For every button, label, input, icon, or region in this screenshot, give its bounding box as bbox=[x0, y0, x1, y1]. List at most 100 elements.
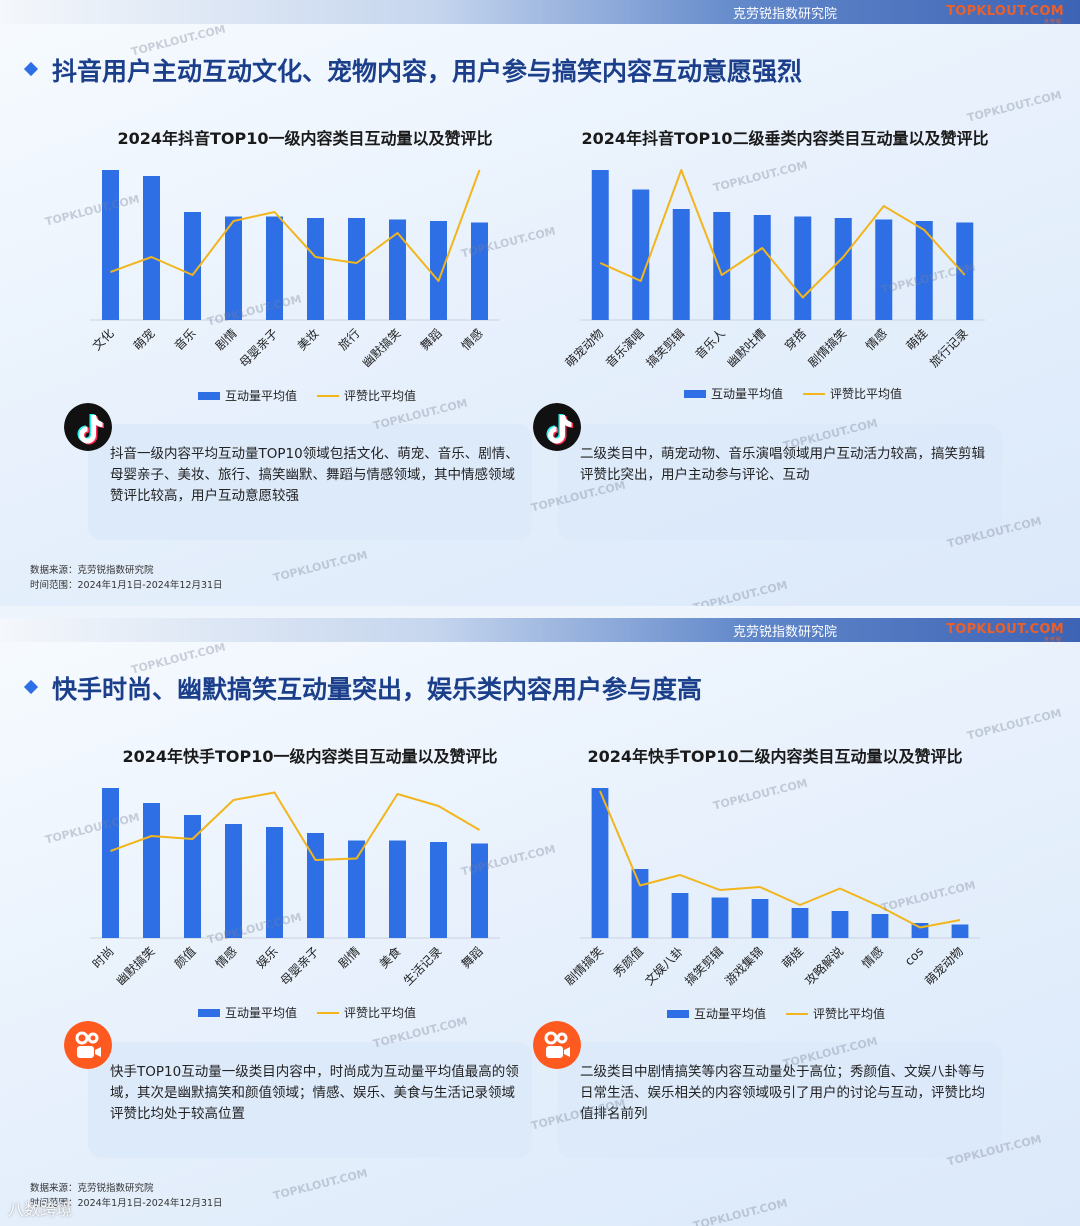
note-card-right: 二级类目中剧情搞笑等内容互动量处于高位；秀颜值、文娱八卦等与日常生活、娱乐相关的… bbox=[558, 1042, 1002, 1158]
x-tick-label: 萌宠动物 bbox=[922, 944, 967, 989]
x-tick-label: 剧情 bbox=[213, 326, 240, 353]
legend-line-swatch bbox=[803, 392, 826, 395]
x-tick-label: 颜值 bbox=[171, 944, 199, 972]
legend-line-label: 评赞比平均值 bbox=[813, 1007, 886, 1021]
note-card-left: 快手TOP10互动量一级类目内容中，时尚成为互动量平均值最高的领域，其次是幽默搞… bbox=[88, 1042, 532, 1158]
x-tick-label: 搞笑剪辑 bbox=[682, 944, 727, 989]
top-bar bbox=[0, 0, 1080, 24]
kuaishou-icon bbox=[533, 1021, 581, 1069]
x-tick-label: 萌宠 bbox=[130, 326, 158, 354]
kuaishou-icon bbox=[64, 1021, 112, 1069]
page-title: 快手时尚、幽默搞笑互动量突出，娱乐类内容用户参与度高 bbox=[52, 675, 703, 704]
x-tick-label: 幽默吐槽 bbox=[724, 326, 769, 371]
bar-文化 bbox=[102, 170, 119, 320]
bar-幽默搞笑 bbox=[389, 219, 406, 320]
bar-攻略解说 bbox=[831, 911, 849, 938]
legend-bar-label: 互动量平均值 bbox=[711, 387, 784, 401]
x-tick-label: 文娱八卦 bbox=[642, 944, 687, 989]
x-tick-label: 剧情搞笑 bbox=[805, 326, 850, 371]
top-bar bbox=[0, 618, 1080, 642]
bar-音乐人 bbox=[713, 212, 731, 320]
bar-游戏集锦 bbox=[751, 899, 769, 938]
bar-萌娃 bbox=[915, 221, 933, 320]
bar-音乐 bbox=[184, 212, 201, 320]
x-tick-label: 母婴亲子 bbox=[237, 326, 281, 370]
legend-bar-label: 互动量平均值 bbox=[225, 1006, 298, 1020]
note-text-right: 二级类目中剧情搞笑等内容互动量处于高位；秀颜值、文娱八卦等与日常生活、娱乐相关的… bbox=[580, 1064, 985, 1122]
x-tick-label: 音乐 bbox=[171, 326, 199, 354]
bar-搞笑剪辑 bbox=[711, 897, 729, 938]
note-text-left: 抖音一级内容平均互动量TOP10领域包括文化、萌宠、音乐、剧情、母婴亲子、美妆、… bbox=[110, 446, 519, 504]
bar-生活记录 bbox=[430, 842, 447, 938]
x-tick-label: 文化 bbox=[89, 326, 117, 354]
x-tick-label: 舞蹈 bbox=[418, 326, 445, 353]
watermark: TOPKLOUT.COM bbox=[691, 1196, 789, 1226]
bar-颜值 bbox=[184, 815, 201, 938]
x-tick-label: 剧情 bbox=[336, 944, 363, 971]
bar-剧情 bbox=[348, 840, 365, 938]
note-card-right: 二级类目中，萌宠动物、音乐演唱领域用户互动活力较高，搞笑剪辑评赞比突出，用户主动… bbox=[558, 424, 1002, 540]
x-tick-label: 攻略解说 bbox=[802, 944, 847, 989]
bar-萌宠动物 bbox=[591, 170, 609, 320]
bar-美妆 bbox=[307, 218, 324, 320]
watermark: TOPKLOUT.COM bbox=[691, 578, 789, 606]
chart-title-left: 2024年快手TOP10一级内容类目互动量以及赞评比 bbox=[122, 747, 498, 766]
douyin-icon bbox=[533, 403, 581, 451]
legend-bar-label: 互动量平均值 bbox=[225, 389, 298, 403]
legend-bar-swatch bbox=[198, 391, 220, 400]
bar-幽默搞笑 bbox=[143, 803, 160, 938]
x-tick-label: cos bbox=[902, 944, 926, 968]
bar-文娱八卦 bbox=[671, 893, 689, 938]
legend-bar-swatch bbox=[684, 389, 706, 398]
x-tick-label: 旅行记录 bbox=[927, 326, 971, 370]
x-tick-label: 美食 bbox=[376, 944, 404, 972]
logo-subtitle: 克劳锐 bbox=[1043, 637, 1062, 643]
x-tick-label: 幽默搞笑 bbox=[113, 944, 158, 989]
bar-旅行记录 bbox=[956, 222, 974, 320]
x-tick-label: 萌娃 bbox=[903, 326, 930, 353]
legend-right: 互动量平均值 评赞比平均值 bbox=[667, 1005, 885, 1022]
bar-舞蹈 bbox=[471, 843, 488, 938]
chart-title-left: 2024年抖音TOP10一级内容类目互动量以及赞评比 bbox=[117, 129, 493, 148]
line-series-zanping bbox=[599, 169, 966, 299]
bar-幽默吐槽 bbox=[753, 215, 771, 320]
bar-剧情 bbox=[225, 216, 242, 320]
x-tick-label: 母婴亲子 bbox=[278, 944, 322, 988]
x-tick-label: 幽默搞笑 bbox=[359, 326, 404, 371]
x-tick-label: 情感 bbox=[862, 326, 890, 354]
bar-萌娃 bbox=[791, 908, 809, 938]
period-line: 时间范围：2024年1月1日-2024年12月31日 bbox=[30, 580, 223, 591]
x-tick-label: 时尚 bbox=[90, 944, 117, 971]
x-tick-label: 音乐人 bbox=[692, 326, 728, 362]
bullet-diamond-icon bbox=[23, 61, 39, 77]
x-tick-label: 美妆 bbox=[295, 326, 322, 353]
slide-douyin: 克劳锐指数研究院 TOPKLOUT.COM 克劳锐 抖音用户主动互动文化、宠物内… bbox=[0, 0, 1080, 606]
data-source: 数据来源：克劳锐指数研究院 时间范围：2024年1月1日-2024年12月31日 bbox=[30, 563, 223, 593]
bar-音乐演唱 bbox=[632, 189, 650, 320]
legend-line-swatch bbox=[317, 1011, 340, 1014]
page-title: 抖音用户主动互动文化、宠物内容，用户参与搞笑内容互动意愿强烈 bbox=[52, 57, 803, 86]
x-tick-label: 游戏集锦 bbox=[722, 944, 767, 989]
data-source: 数据来源：克劳锐指数研究院 时间范围：2024年1月1日-2024年12月31日 bbox=[30, 1181, 223, 1211]
x-tick-label: 娱乐 bbox=[254, 944, 281, 971]
bar-美食 bbox=[389, 840, 406, 938]
slide-kuaishou: 克劳锐指数研究院 TOPKLOUT.COM 克劳锐 快手时尚、幽默搞笑互动量突出… bbox=[0, 618, 1080, 1226]
note-card-left: 抖音一级内容平均互动量TOP10领域包括文化、萌宠、音乐、剧情、母婴亲子、美妆、… bbox=[88, 424, 532, 540]
x-tick-label: 生活记录 bbox=[401, 944, 445, 988]
legend-line-label: 评赞比平均值 bbox=[344, 389, 417, 403]
watermark: TOPKLOUT.COM bbox=[271, 1166, 369, 1203]
legend-line-label: 评赞比平均值 bbox=[344, 1006, 417, 1020]
bar-情感 bbox=[471, 222, 488, 320]
x-tick-label: 剧情搞笑 bbox=[562, 944, 607, 989]
bar-情感 bbox=[225, 824, 242, 938]
douyin-icon bbox=[64, 403, 112, 451]
topklout-logo: TOPKLOUT.COM bbox=[946, 622, 1064, 637]
institute-label: 克劳锐指数研究院 bbox=[732, 625, 837, 640]
x-tick-label: 旅行 bbox=[336, 326, 363, 353]
x-tick-label: 秀颜值 bbox=[610, 944, 646, 980]
bar-舞蹈 bbox=[430, 221, 447, 320]
bar-剧情搞笑 bbox=[834, 218, 852, 320]
